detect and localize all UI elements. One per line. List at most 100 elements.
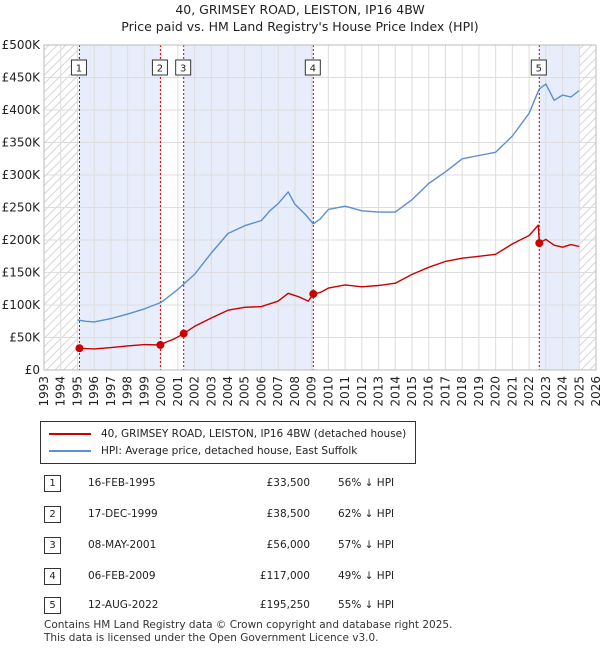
transaction-date: 06-FEB-2009 bbox=[88, 570, 156, 582]
sale-marker-label: 1 bbox=[76, 64, 82, 75]
x-tick-label: 2012 bbox=[355, 376, 369, 407]
x-tick-label: 1998 bbox=[121, 376, 135, 407]
transaction-hpi-diff: 62% ↓ HPI bbox=[338, 508, 395, 520]
x-tick-label: 2025 bbox=[572, 376, 586, 407]
x-tick-label: 2018 bbox=[455, 376, 469, 407]
x-tick-label: 1993 bbox=[37, 376, 51, 407]
x-tick-label: 2010 bbox=[321, 376, 335, 407]
x-tick-label: 2003 bbox=[204, 376, 218, 407]
legend-swatch-hpi bbox=[49, 450, 91, 452]
transaction-price: £117,000 bbox=[259, 570, 310, 582]
transaction-number-badge: 1 bbox=[44, 475, 61, 492]
x-tick-label: 1995 bbox=[70, 376, 84, 407]
y-tick-label: £100K bbox=[2, 298, 42, 312]
x-tick-label: 2023 bbox=[539, 376, 553, 407]
legend-item-property: 40, GRIMSEY ROAD, LEISTON, IP16 4BW (det… bbox=[49, 426, 406, 442]
sale-point bbox=[75, 344, 84, 353]
hpi-line bbox=[77, 83, 580, 323]
x-tick-label: 2008 bbox=[288, 376, 302, 407]
property-price-line bbox=[79, 224, 580, 350]
table-row: 4 06-FEB-2009 £117,000 49% ↓ HPI bbox=[44, 568, 464, 588]
x-tick-label: 2001 bbox=[171, 376, 185, 407]
sale-marker-box bbox=[530, 59, 547, 76]
sale-marker-label: 2 bbox=[157, 64, 163, 75]
x-tick-label: 2022 bbox=[522, 376, 536, 407]
x-tick-label: 2006 bbox=[254, 376, 268, 407]
x-tick-label: 2004 bbox=[221, 376, 235, 407]
transaction-number-badge: 2 bbox=[44, 506, 61, 523]
y-tick-label: £50K bbox=[9, 331, 41, 345]
sale-marker-box bbox=[70, 59, 87, 76]
table-row: 1 16-FEB-1995 £33,500 56% ↓ HPI bbox=[44, 475, 464, 495]
y-tick-label: £150K bbox=[2, 266, 42, 280]
transaction-date: 08-MAY-2001 bbox=[88, 539, 157, 551]
x-tick-label: 2024 bbox=[556, 376, 570, 407]
x-tick-label: 1997 bbox=[104, 376, 118, 407]
chart-legend: 40, GRIMSEY ROAD, LEISTON, IP16 4BW (det… bbox=[40, 421, 416, 464]
x-tick-label: 2007 bbox=[271, 376, 285, 407]
x-tick-label: 1996 bbox=[87, 376, 101, 407]
sale-point bbox=[309, 289, 318, 298]
x-tick-label: 2015 bbox=[405, 376, 419, 407]
plot-frame bbox=[43, 44, 597, 371]
price-chart: £0 £50K £100K £150K £200K £250K £300K £350K £400… bbox=[2, 38, 600, 407]
sale-marker-box bbox=[175, 59, 192, 76]
table-row: 3 08-MAY-2001 £56,000 57% ↓ HPI bbox=[44, 537, 464, 557]
y-tick-label: £0 bbox=[25, 363, 40, 377]
transaction-date: 12-AUG-2022 bbox=[88, 599, 159, 611]
legend-swatch-property bbox=[49, 433, 91, 435]
x-tick-label: 1999 bbox=[137, 376, 151, 407]
transaction-hpi-diff: 49% ↓ HPI bbox=[338, 570, 395, 582]
legend-label-property: 40, GRIMSEY ROAD, LEISTON, IP16 4BW (det… bbox=[101, 428, 407, 440]
y-tick-label: £300K bbox=[2, 168, 42, 182]
legend-label-hpi: HPI: Average price, detached house, East… bbox=[101, 445, 358, 457]
sale-point bbox=[535, 239, 544, 248]
transaction-price: £33,500 bbox=[266, 477, 310, 489]
x-tick-label: 2017 bbox=[438, 376, 452, 407]
transaction-date: 16-FEB-1995 bbox=[88, 477, 156, 489]
transaction-number-badge: 4 bbox=[44, 568, 61, 585]
transaction-price: £38,500 bbox=[266, 508, 310, 520]
x-tick-label: 2016 bbox=[422, 376, 436, 407]
transaction-date: 17-DEC-1999 bbox=[88, 508, 158, 520]
x-tick-label: 2011 bbox=[338, 376, 352, 407]
x-tick-label: 2002 bbox=[188, 376, 202, 407]
sale-point bbox=[179, 329, 188, 338]
table-row: 2 17-DEC-1999 £38,500 62% ↓ HPI bbox=[44, 506, 464, 526]
table-row: 5 12-AUG-2022 £195,250 55% ↓ HPI bbox=[44, 597, 464, 617]
transaction-price: £56,000 bbox=[266, 539, 310, 551]
x-tick-label: 2013 bbox=[372, 376, 386, 407]
x-tick-label: 2014 bbox=[388, 376, 402, 407]
sale-marker-label: 5 bbox=[536, 64, 542, 75]
transaction-hpi-diff: 56% ↓ HPI bbox=[338, 477, 395, 489]
x-tick-label: 2021 bbox=[505, 376, 519, 407]
y-tick-label: £450K bbox=[2, 71, 42, 85]
x-tick-label: 2026 bbox=[589, 376, 600, 407]
transaction-number-badge: 5 bbox=[44, 597, 61, 614]
x-tick-label: 2009 bbox=[305, 376, 319, 407]
y-tick-label: £350K bbox=[2, 136, 42, 150]
sale-marker-label: 3 bbox=[180, 64, 186, 75]
chart-subtitle: Price paid vs. HM Land Registry's House … bbox=[121, 19, 479, 34]
sale-point bbox=[156, 340, 165, 349]
sale-marker-box bbox=[304, 59, 321, 76]
y-tick-label: £200K bbox=[2, 233, 42, 247]
transaction-price: £195,250 bbox=[259, 599, 310, 611]
transaction-hpi-diff: 57% ↓ HPI bbox=[338, 539, 395, 551]
x-tick-label: 2020 bbox=[489, 376, 503, 407]
y-tick-label: £250K bbox=[2, 201, 42, 215]
chart-title: 40, GRIMSEY ROAD, LEISTON, IP16 4BW bbox=[175, 2, 425, 17]
y-tick-label: £500K bbox=[2, 38, 42, 52]
footer-copyright: Contains HM Land Registry data © Crown c… bbox=[44, 619, 453, 631]
transaction-number-badge: 3 bbox=[44, 537, 61, 554]
legend-item-hpi: HPI: Average price, detached house, East… bbox=[49, 443, 357, 459]
y-tick-label: £400K bbox=[2, 103, 42, 117]
transaction-hpi-diff: 55% ↓ HPI bbox=[338, 599, 395, 611]
x-tick-label: 2019 bbox=[472, 376, 486, 407]
sale-marker-box bbox=[151, 59, 168, 76]
sale-marker-label: 4 bbox=[310, 64, 316, 75]
x-tick-label: 2005 bbox=[238, 376, 252, 407]
x-tick-label: 2000 bbox=[154, 376, 168, 407]
footer-licence: This data is licensed under the Open Gov… bbox=[44, 632, 379, 644]
x-tick-label: 1994 bbox=[54, 376, 68, 407]
